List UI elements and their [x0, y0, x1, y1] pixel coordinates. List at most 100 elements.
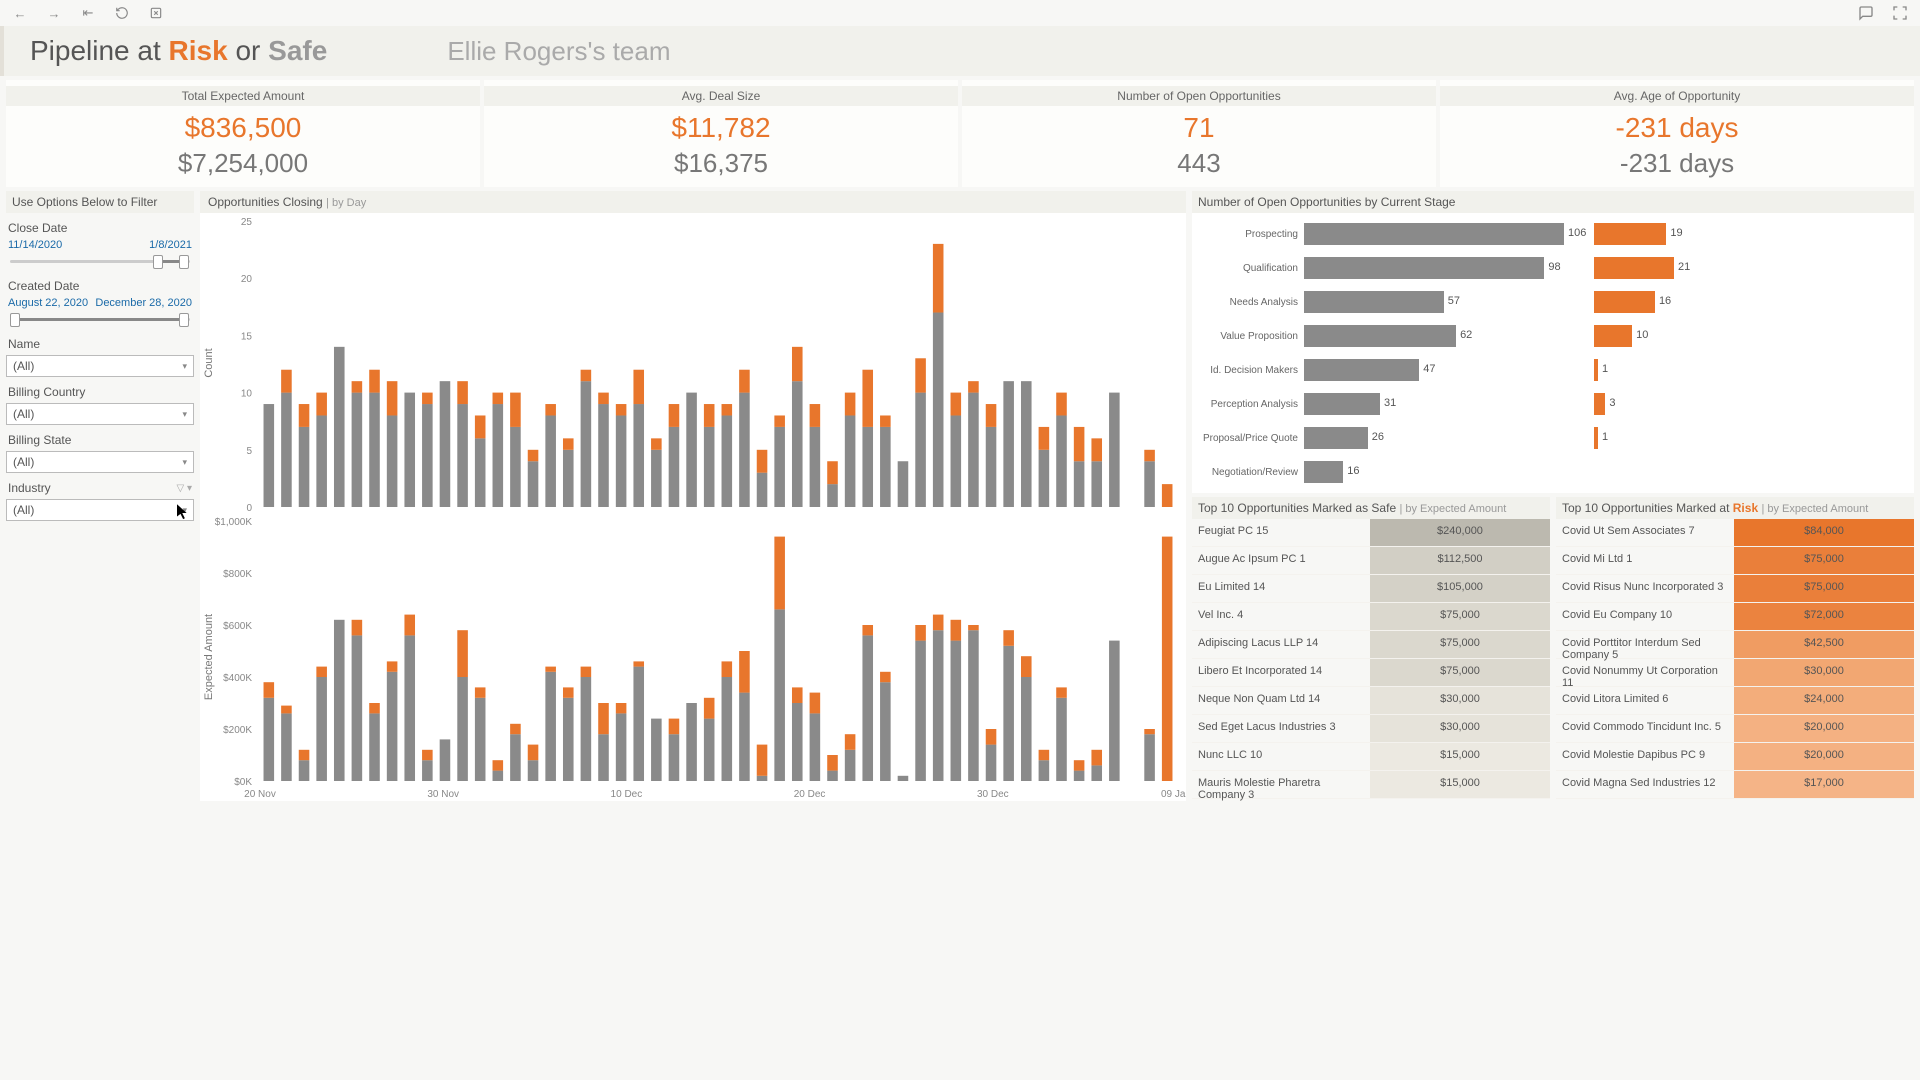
created-date-slider[interactable] — [6, 311, 194, 329]
table-row[interactable]: Sed Eget Lacus Industries 3 $30,000 — [1192, 715, 1550, 743]
svg-text:30 Nov: 30 Nov — [427, 789, 459, 800]
opportunity-value: $75,000 — [1370, 659, 1550, 686]
opportunity-name: Covid Molestie Dapibus PC 9 — [1556, 743, 1734, 770]
stage-label: Negotiation/Review — [1192, 467, 1304, 478]
billing-country-dropdown[interactable]: (All) — [6, 403, 194, 425]
stage-row: Negotiation/Review 16 — [1192, 455, 1914, 489]
table-row[interactable]: Covid Commodo Tincidunt Inc. 5 $20,000 — [1556, 715, 1914, 743]
table-row[interactable]: Augue Ac Ipsum PC 1 $112,500 — [1192, 547, 1550, 575]
table-row[interactable]: Covid Porttitor Interdum Sed Company 5 $… — [1556, 631, 1914, 659]
kpi-row: Total Expected Amount $836,500 $7,254,00… — [6, 80, 1914, 187]
table-row[interactable]: Covid Mi Ltd 1 $75,000 — [1556, 547, 1914, 575]
stage-label: Needs Analysis — [1192, 297, 1304, 308]
chart-count[interactable]: 2520151050Count — [200, 213, 1186, 513]
table-row[interactable]: Eu Limited 14 $105,000 — [1192, 575, 1550, 603]
opportunity-name: Vel Inc. 4 — [1192, 603, 1370, 630]
table-row[interactable]: Mauris Molestie Pharetra Company 3 $15,0… — [1192, 771, 1550, 799]
opportunity-value: $42,500 — [1734, 631, 1914, 658]
stage-row: Value Proposition 62 10 — [1192, 319, 1914, 353]
table-safe-title: Top 10 Opportunities Marked as Safe | by… — [1192, 497, 1550, 519]
slider-thumb[interactable] — [179, 255, 189, 269]
name-dropdown[interactable]: (All) — [6, 355, 194, 377]
close-date-range: 11/14/20201/8/2021 — [6, 239, 194, 251]
svg-text:Count: Count — [203, 348, 215, 377]
stage-label: Prospecting — [1192, 229, 1304, 240]
svg-text:15: 15 — [241, 331, 253, 342]
kpi-value-primary: $836,500 — [6, 112, 480, 144]
forward-icon[interactable]: → — [46, 5, 62, 21]
table-risk-title: Top 10 Opportunities Marked at Risk | by… — [1556, 497, 1914, 519]
slider-thumb[interactable] — [179, 313, 189, 327]
table-row[interactable]: Nunc LLC 10 $15,000 — [1192, 743, 1550, 771]
table-row[interactable]: Feugiat PC 15 $240,000 — [1192, 519, 1550, 547]
table-row[interactable]: Covid Eu Company 10 $72,000 — [1556, 603, 1914, 631]
filter-label-created-date: Created Date — [6, 279, 194, 293]
svg-text:10: 10 — [241, 389, 253, 400]
opportunity-value: $15,000 — [1370, 743, 1550, 770]
kpi-value-primary: $11,782 — [484, 112, 958, 144]
stages-chart[interactable]: Prospecting 106 19 Qualification 98 21 N… — [1192, 213, 1914, 493]
filter-title: Use Options Below to Filter — [6, 191, 194, 213]
filter-panel: Use Options Below to Filter Close Date 1… — [6, 191, 194, 801]
kpi-value-secondary: $16,375 — [484, 148, 958, 179]
opportunity-name: Covid Mi Ltd 1 — [1556, 547, 1734, 574]
table-row[interactable]: Covid Ut Sem Associates 7 $84,000 — [1556, 519, 1914, 547]
svg-text:$1,000K: $1,000K — [215, 517, 253, 528]
table-row[interactable]: Libero Et Incorporated 14 $75,000 — [1192, 659, 1550, 687]
opportunity-value: $20,000 — [1734, 715, 1914, 742]
svg-text:$400K: $400K — [223, 673, 252, 684]
page-title: Pipeline at Risk or Safe — [30, 35, 327, 67]
table-row[interactable]: Covid Nonummy Ut Corporation 11 $30,000 — [1556, 659, 1914, 687]
opportunity-value: $30,000 — [1734, 659, 1914, 686]
table-row[interactable]: Covid Litora Limited 6 $24,000 — [1556, 687, 1914, 715]
opportunity-value: $75,000 — [1734, 547, 1914, 574]
fullscreen-icon[interactable] — [1892, 5, 1908, 21]
stage-row: Perception Analysis 31 3 — [1192, 387, 1914, 421]
svg-text:20 Dec: 20 Dec — [794, 789, 826, 800]
table-row[interactable]: Covid Magna Sed Industries 12 $17,000 — [1556, 771, 1914, 799]
svg-text:0: 0 — [246, 503, 252, 513]
stage-row: Proposal/Price Quote 26 1 — [1192, 421, 1914, 455]
table-row[interactable]: Vel Inc. 4 $75,000 — [1192, 603, 1550, 631]
comment-icon[interactable] — [1858, 5, 1874, 21]
back-icon[interactable]: ← — [12, 5, 28, 21]
kpi-card: Avg. Age of Opportunity -231 days -231 d… — [1440, 80, 1914, 187]
kpi-value-secondary: $7,254,000 — [6, 148, 480, 179]
opportunity-name: Eu Limited 14 — [1192, 575, 1370, 602]
stages-title: Number of Open Opportunities by Current … — [1192, 191, 1914, 213]
opportunity-value: $30,000 — [1370, 687, 1550, 714]
filter-label-billing-state: Billing State — [6, 433, 194, 447]
slider-thumb[interactable] — [153, 255, 163, 269]
safe-word: Safe — [268, 35, 327, 66]
kpi-card: Total Expected Amount $836,500 $7,254,00… — [6, 80, 480, 187]
kpi-card: Number of Open Opportunities 71 443 — [962, 80, 1436, 187]
opportunity-name: Neque Non Quam Ltd 14 — [1192, 687, 1370, 714]
opportunity-value: $75,000 — [1370, 631, 1550, 658]
svg-text:5: 5 — [246, 446, 252, 457]
billing-state-dropdown[interactable]: (All) — [6, 451, 194, 473]
table-row[interactable]: Adipiscing Lacus LLP 14 $75,000 — [1192, 631, 1550, 659]
table-row[interactable]: Covid Molestie Dapibus PC 9 $20,000 — [1556, 743, 1914, 771]
kpi-value-primary: 71 — [962, 112, 1436, 144]
opportunity-name: Libero Et Incorporated 14 — [1192, 659, 1370, 686]
opportunity-value: $105,000 — [1370, 575, 1550, 602]
close-date-slider[interactable] — [6, 253, 194, 271]
table-row[interactable]: Neque Non Quam Ltd 14 $30,000 — [1192, 687, 1550, 715]
opportunity-name: Covid Litora Limited 6 — [1556, 687, 1734, 714]
stage-row: Qualification 98 21 — [1192, 251, 1914, 285]
slider-thumb[interactable] — [10, 313, 20, 327]
home-icon[interactable]: ⇤ — [80, 5, 96, 21]
table-risk: Top 10 Opportunities Marked at Risk | by… — [1556, 497, 1914, 801]
opportunity-name: Covid Ut Sem Associates 7 — [1556, 519, 1734, 546]
opportunity-value: $20,000 — [1734, 743, 1914, 770]
refresh-icon[interactable] — [114, 5, 130, 21]
chart-amount[interactable]: $1,000K$800K$600K$400K$200K$0KExpected A… — [200, 513, 1186, 801]
table-row[interactable]: Covid Risus Nunc Incorporated 3 $75,000 — [1556, 575, 1914, 603]
filter-funnel-icon[interactable]: ▽ ▾ — [177, 483, 193, 494]
industry-dropdown[interactable]: (All) — [6, 499, 194, 521]
charts-column: Opportunities Closing | by Day 252015105… — [200, 191, 1186, 801]
stop-icon[interactable] — [148, 5, 164, 21]
kpi-value-secondary: -231 days — [1440, 148, 1914, 179]
opportunity-value: $84,000 — [1734, 519, 1914, 546]
team-name: Ellie Rogers's team — [447, 36, 670, 67]
